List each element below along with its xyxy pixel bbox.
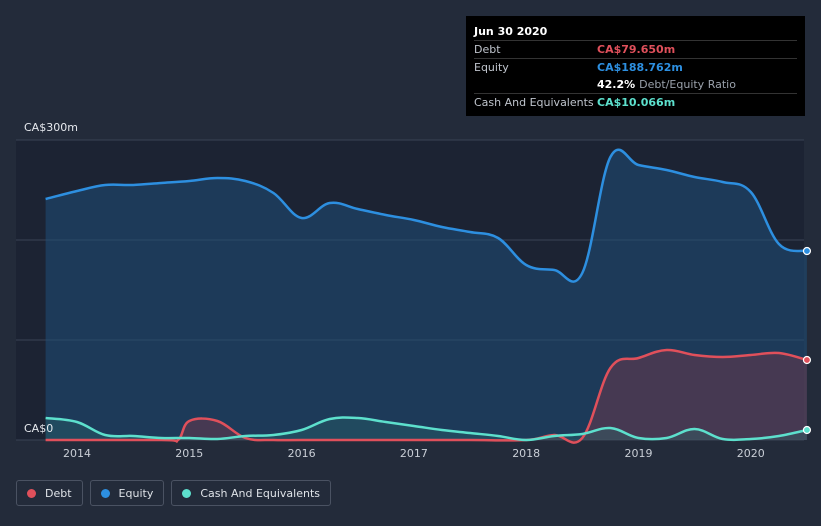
cash-line — [45, 416, 808, 442]
y-tick-label-bottom: CA$0 — [24, 422, 53, 435]
x-tick-label: 2014 — [63, 447, 91, 460]
legend-item-debt[interactable]: Debt — [16, 480, 83, 506]
cash-end-marker — [802, 425, 812, 435]
tooltip-equity-row: Equity CA$188.762m — [474, 58, 797, 76]
legend-equity-label: Equity — [118, 486, 154, 500]
equity-dot-icon — [100, 488, 110, 498]
chart-legend: Debt Equity Cash And Equivalents — [16, 480, 331, 506]
debt-line — [45, 348, 808, 444]
cash-dot-icon — [182, 488, 192, 498]
x-tick-label: 2019 — [625, 447, 653, 460]
tooltip-cash-label: Cash And Equivalents — [474, 96, 594, 109]
chart-lines — [45, 148, 808, 444]
equity-line — [45, 148, 808, 283]
x-tick-label: 2017 — [400, 447, 428, 460]
tooltip-equity-value: CA$188.762m — [597, 61, 683, 74]
equity-area — [45, 149, 807, 441]
tooltip-date: Jun 30 2020 — [474, 25, 548, 38]
tooltip-ratio-row: 42.2% Debt/Equity Ratio — [474, 76, 797, 93]
y-tick-label-top: CA$300m — [24, 121, 78, 134]
tooltip-ratio-value: 42.2% — [597, 78, 636, 91]
debt-area — [45, 349, 807, 443]
legend-item-cash[interactable]: Cash And Equivalents — [171, 480, 331, 506]
tooltip-panel: Jun 30 2020 Debt CA$79.650m Equity CA$18… — [466, 16, 805, 116]
tooltip-debt-row: Debt CA$79.650m — [474, 40, 797, 58]
tooltip-cash-value: CA$10.066m — [597, 96, 676, 109]
debt-end-marker — [802, 355, 812, 365]
legend-cash-label: Cash And Equivalents — [200, 486, 320, 500]
x-tick-label: 2016 — [288, 447, 316, 460]
x-tick-label: 2015 — [175, 447, 203, 460]
tooltip-debt-value: CA$79.650m — [597, 43, 676, 56]
chart-end-markers — [802, 246, 812, 435]
legend-debt-label: Debt — [45, 486, 72, 500]
debt-dot-icon — [27, 488, 36, 498]
legend-item-equity[interactable]: Equity — [89, 480, 165, 506]
equity-end-marker — [802, 246, 812, 256]
tooltip-equity-label: Equity — [474, 61, 509, 74]
x-tick-label: 2020 — [737, 447, 765, 460]
tooltip-debt-label: Debt — [474, 43, 501, 56]
tooltip-ratio-label: Debt/Equity Ratio — [639, 78, 736, 91]
chart-axis-labels: CA$300m CA$0 2014 2015 2016 2017 2018 2019 2020 — [24, 121, 765, 460]
tooltip-cash-row: Cash And Equivalents CA$10.066m — [474, 93, 797, 111]
x-tick-label: 2018 — [512, 447, 540, 460]
